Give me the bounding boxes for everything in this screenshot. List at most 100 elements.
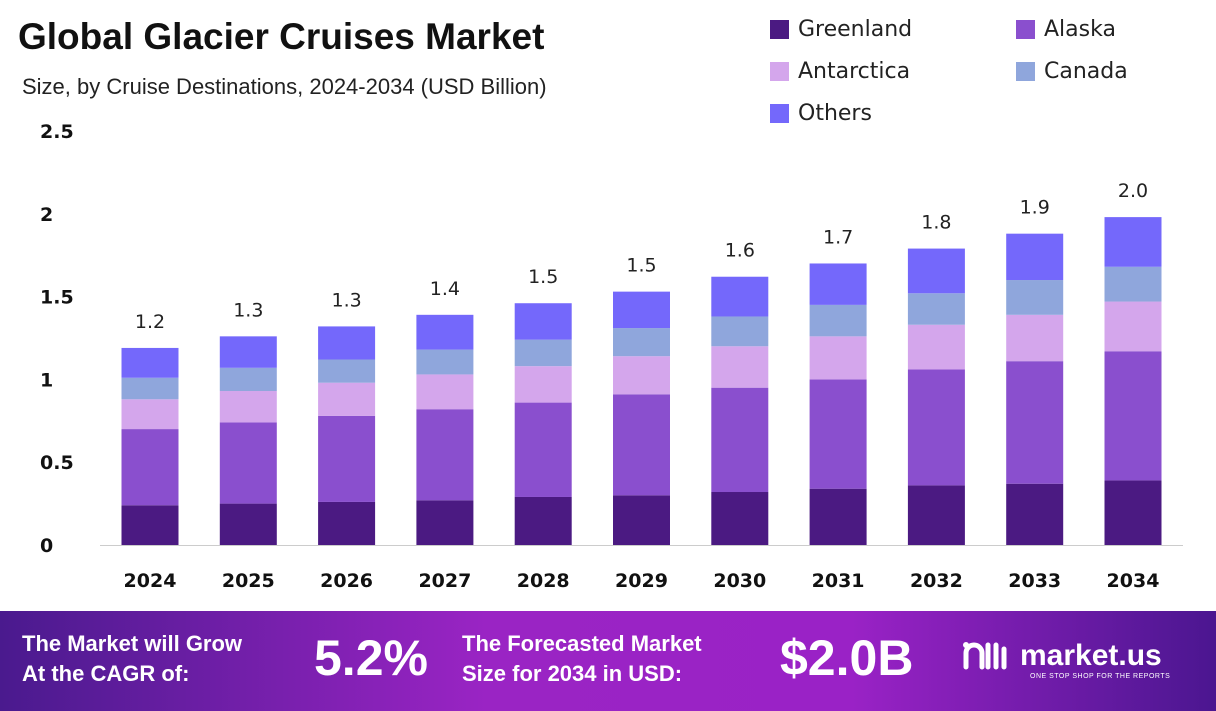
- x-tick-label: 2029: [615, 570, 668, 592]
- y-tick-label: 0: [40, 535, 53, 557]
- legend-swatch: [770, 103, 789, 123]
- total-label: 1.7: [823, 226, 853, 248]
- bar-segment-greenland-2030: [711, 492, 769, 545]
- bar-segment-canada-2027: [416, 349, 474, 375]
- legend-label: Alaska: [1044, 16, 1116, 42]
- bar-segment-greenland-2034: [1104, 480, 1162, 545]
- legend-item-canada: Canada: [1016, 56, 1206, 86]
- bar-segment-greenland-2031: [809, 488, 867, 545]
- bar-segment-others-2027: [416, 314, 474, 350]
- x-tick-label: 2025: [222, 570, 275, 592]
- legend-item-greenland: Greenland: [770, 14, 1016, 44]
- legend-item-others: Others: [770, 98, 1016, 128]
- bar-segment-others-2030: [711, 276, 769, 317]
- bar-segment-antarctica-2028: [514, 366, 572, 403]
- bar-segment-greenland-2032: [907, 485, 965, 545]
- bar-segment-canada-2024: [121, 377, 179, 400]
- bar-segment-others-2029: [613, 291, 670, 329]
- legend-swatch: [1016, 19, 1035, 39]
- bar-segment-alaska-2024: [121, 429, 179, 506]
- cagr-label: The Market will Grow At the CAGR of:: [22, 629, 242, 689]
- x-tick-label: 2033: [1008, 570, 1061, 592]
- chart-subtitle: Size, by Cruise Destinations, 2024-2034 …: [22, 74, 547, 99]
- cagr-value: 5.2%: [314, 630, 428, 686]
- x-tick-label: 2034: [1107, 570, 1160, 592]
- x-tick-label: 2030: [713, 570, 766, 592]
- bar-segment-antarctica-2026: [318, 382, 376, 416]
- y-tick-label: 2.5: [40, 121, 74, 143]
- market-us-logo-icon: [963, 642, 1007, 670]
- bar-segment-alaska-2025: [219, 422, 277, 504]
- chart: 0 0.5 1 1.5 2 2.5 1.2 2024 1.3 2025 1.3 2026 1.4 2027…: [40, 121, 1183, 592]
- bar-segment-canada-2033: [1006, 280, 1064, 315]
- bar-segment-greenland-2028: [514, 496, 572, 545]
- bar-segment-others-2032: [907, 248, 965, 294]
- y-tick-label: 0.5: [40, 452, 74, 474]
- bar-segment-antarctica-2029: [613, 356, 670, 395]
- total-label: 1.3: [233, 299, 263, 321]
- bar-segment-canada-2030: [711, 316, 769, 347]
- legend-label: Antarctica: [798, 58, 911, 84]
- bar-segment-others-2031: [809, 263, 867, 305]
- bar-segment-alaska-2028: [514, 402, 572, 497]
- forecast-label-line-1: The Forecasted Market: [462, 631, 702, 656]
- x-tick-label: 2032: [910, 570, 963, 592]
- bar-segment-greenland-2024: [121, 505, 179, 545]
- chart-title: Global Glacier Cruises Market: [18, 16, 545, 57]
- total-label: 1.3: [331, 289, 361, 311]
- legend-swatch: [770, 19, 789, 39]
- bar-segment-alaska-2030: [711, 387, 769, 493]
- x-tick-label: 2027: [418, 570, 471, 592]
- brand-logo: market.us: [962, 639, 1162, 673]
- bar-segment-others-2025: [219, 336, 277, 368]
- bar-segment-alaska-2029: [613, 394, 670, 496]
- total-label: 1.8: [921, 212, 951, 234]
- bar-segment-antarctica-2031: [809, 336, 867, 380]
- bar-segment-others-2033: [1006, 233, 1064, 281]
- footer-banner: The Market will Grow At the CAGR of: 5.2%…: [0, 611, 1216, 711]
- forecast-label-line-2: Size for 2034 in USD:: [462, 661, 683, 686]
- bar-segment-others-2028: [514, 303, 572, 340]
- bar-segment-canada-2029: [613, 328, 670, 357]
- legend-swatch: [1016, 61, 1035, 81]
- bar-segment-antarctica-2025: [219, 390, 277, 423]
- bar-segment-greenland-2033: [1006, 483, 1064, 545]
- bar-segment-alaska-2031: [809, 379, 867, 489]
- bar-segment-alaska-2026: [318, 415, 376, 502]
- legend-label: Greenland: [798, 16, 913, 42]
- bar-segment-greenland-2027: [416, 500, 474, 545]
- bar-segment-canada-2031: [809, 304, 867, 337]
- y-tick-label: 1.5: [40, 287, 74, 309]
- bar-segment-greenland-2029: [613, 495, 670, 545]
- brand-tagline: ONE STOP SHOP FOR THE REPORTS: [1030, 673, 1171, 680]
- total-label: 1.4: [430, 278, 460, 300]
- bar-segment-others-2034: [1104, 217, 1162, 267]
- bar-segment-canada-2028: [514, 339, 572, 367]
- bar-segment-greenland-2026: [318, 501, 376, 545]
- bar-segment-antarctica-2032: [907, 324, 965, 370]
- forecast-label: The Forecasted Market Size for 2034 in US…: [462, 629, 702, 689]
- brand-name: market.us: [1020, 639, 1162, 672]
- cagr-label-line-2: At the CAGR of:: [22, 661, 190, 686]
- bar-segment-canada-2032: [907, 293, 965, 325]
- x-tick-label: 2031: [812, 570, 865, 592]
- total-label: 1.9: [1020, 197, 1050, 219]
- cagr-label-line-1: The Market will Grow: [22, 631, 243, 656]
- total-label: 1.5: [528, 266, 558, 288]
- x-tick-label: 2024: [124, 570, 177, 592]
- bar-segment-antarctica-2027: [416, 374, 474, 410]
- bar-segment-canada-2025: [219, 367, 277, 391]
- legend-swatch: [770, 61, 789, 81]
- bar-segment-alaska-2032: [907, 369, 965, 486]
- legend-label: Others: [798, 100, 872, 126]
- forecast-value: $2.0B: [780, 630, 914, 686]
- bar-segment-canada-2034: [1104, 266, 1162, 302]
- x-tick-label: 2028: [517, 570, 570, 592]
- bar-segment-others-2024: [121, 347, 179, 378]
- bar-segment-alaska-2033: [1006, 361, 1064, 484]
- total-label: 1.6: [725, 240, 755, 262]
- bar-segment-alaska-2027: [416, 409, 474, 501]
- total-label: 1.2: [135, 311, 165, 333]
- bar-segment-canada-2026: [318, 359, 376, 383]
- y-tick-label: 1: [40, 369, 53, 391]
